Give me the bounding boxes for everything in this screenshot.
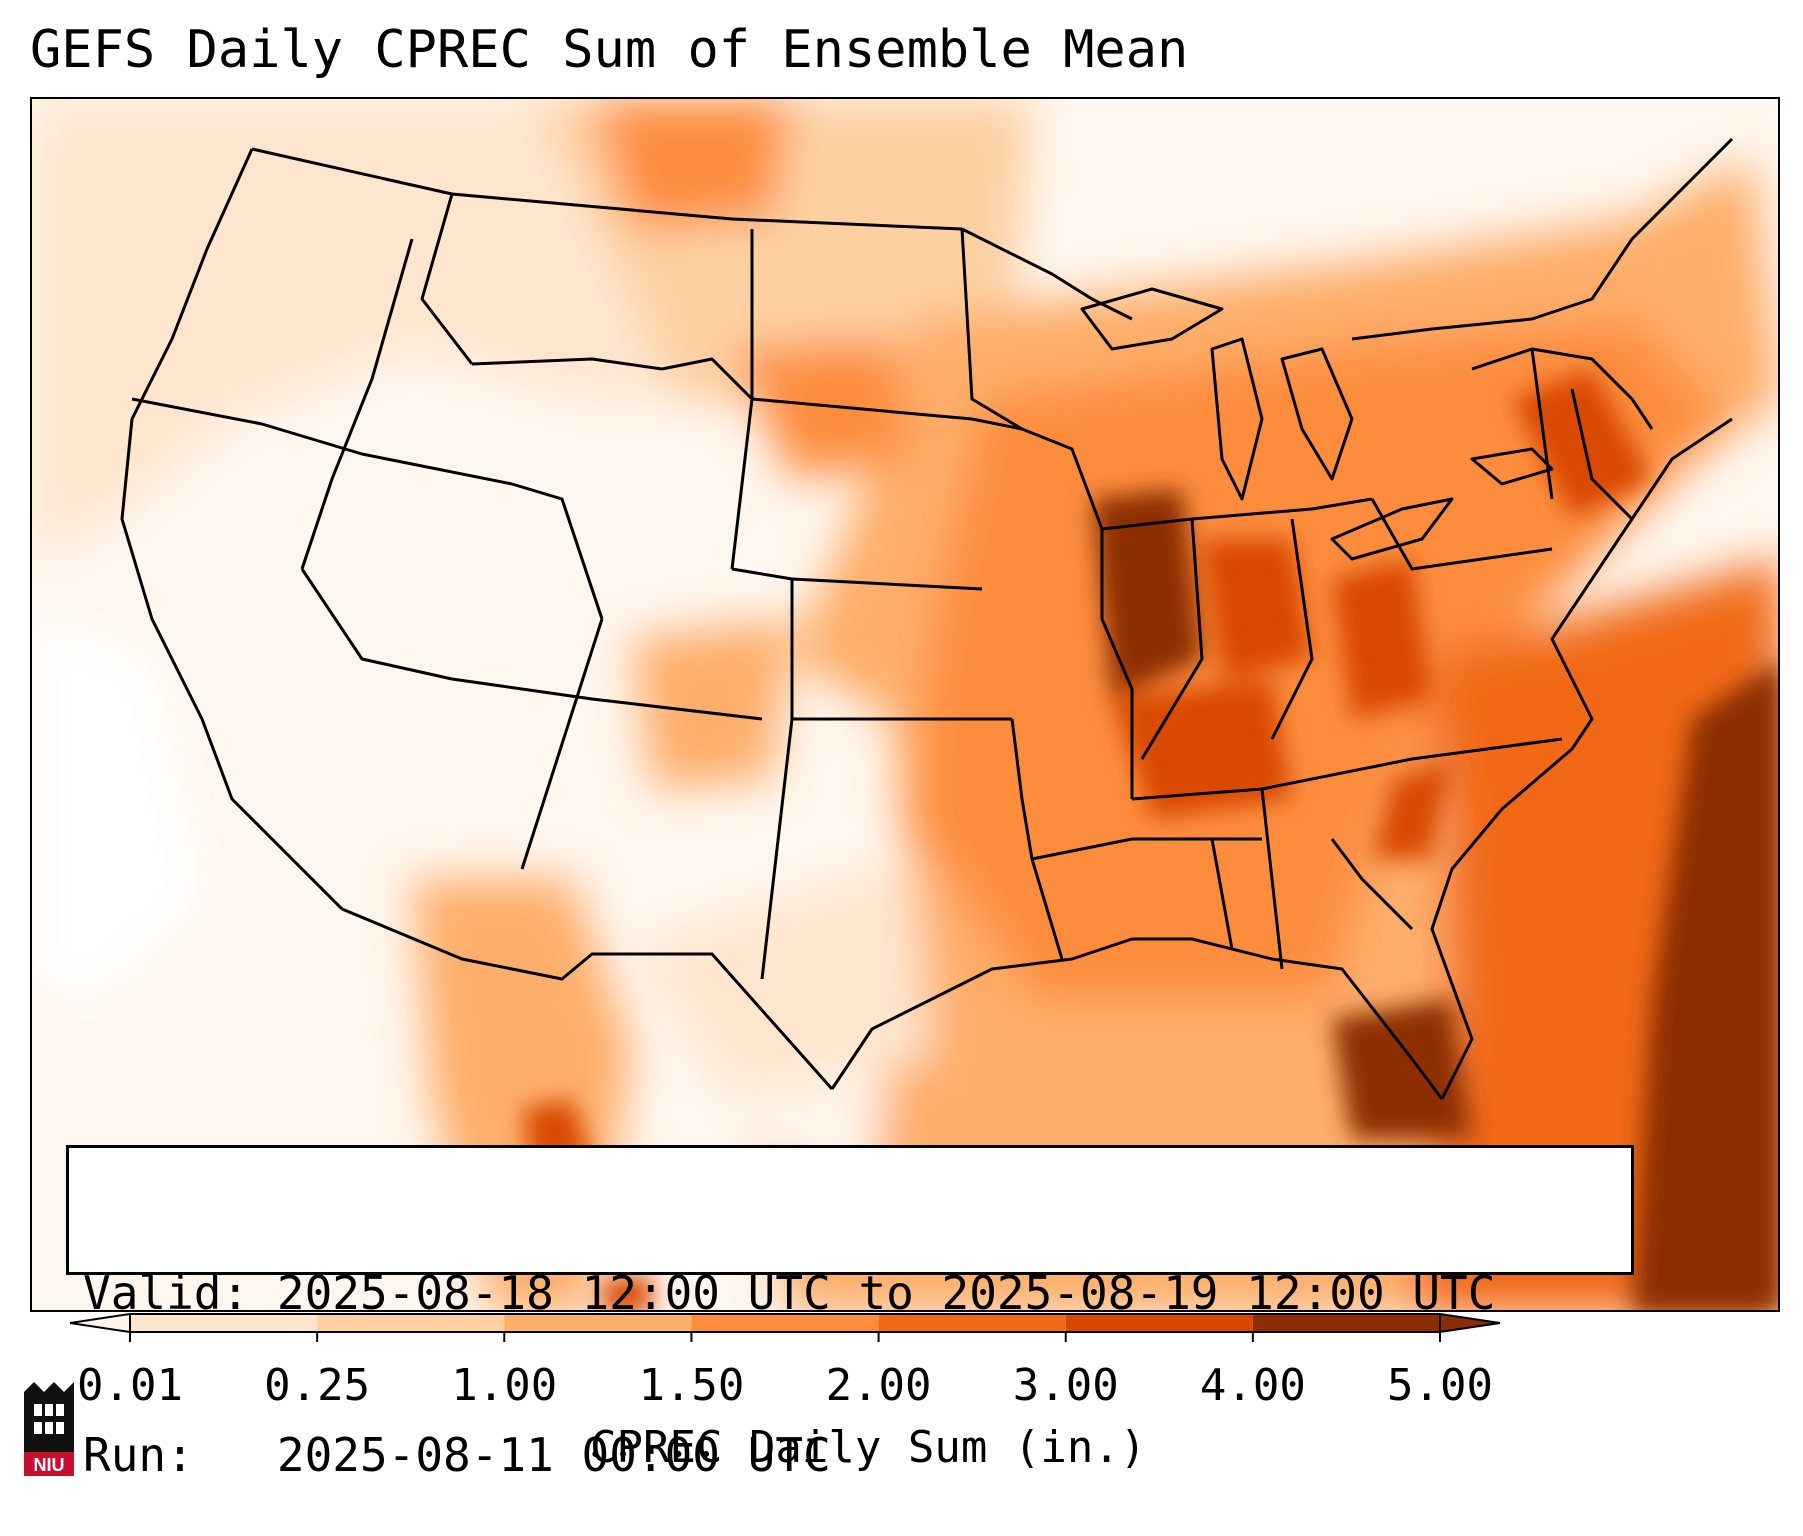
colorbar-outline <box>129 1313 1441 1333</box>
map-panel <box>30 97 1780 1312</box>
run-line: Run: 2025-08-11 00:00 UTC <box>83 1428 1617 1482</box>
niu-logo-icon: NIU <box>24 1382 74 1476</box>
colorbar-extend-min <box>70 1312 131 1334</box>
colorbar-tick-label: 5.00 <box>1387 1360 1493 1411</box>
colorbar-ticks <box>129 1332 1441 1342</box>
colorbar-segment <box>878 1314 1066 1332</box>
colorbar-tick-label: 0.25 <box>264 1360 371 1411</box>
colorbar-segment <box>1252 1314 1440 1332</box>
colorbar-tick-label: 1.50 <box>638 1360 745 1411</box>
precip-map <box>32 99 1778 1310</box>
colorbar-extend-max <box>1439 1312 1501 1334</box>
run-label: Run: <box>83 1428 194 1482</box>
colorbar-tick-label: 4.00 <box>1199 1360 1306 1411</box>
colorbar-segment <box>1065 1314 1253 1332</box>
run-value: 2025-08-11 00:00 UTC <box>276 1428 831 1482</box>
colorbar <box>70 1312 1501 1342</box>
valid-run-info-box: Valid: 2025-08-18 12:00 UTC to 2025-08-1… <box>66 1145 1634 1482</box>
colorbar-label: CPREC Daily Sum (in.) <box>590 1422 1147 1473</box>
valid-value: 2025-08-18 12:00 UTC to 2025-08-19 12:00… <box>276 1266 1496 1320</box>
colorbar-segments <box>70 1312 1501 1334</box>
colorbar-tick-label: 3.00 <box>1012 1360 1119 1411</box>
state-boundaries <box>120 137 1734 1100</box>
colorbar-segment <box>691 1314 879 1332</box>
precip-field <box>32 99 1778 1310</box>
colorbar-tick-label: 0.01 <box>77 1360 183 1411</box>
colorbar-segment <box>130 1314 318 1332</box>
colorbar-tick-label: 1.00 <box>451 1360 558 1411</box>
valid-line: Valid: 2025-08-18 12:00 UTC to 2025-08-1… <box>83 1266 1617 1320</box>
chart-title: GEFS Daily CPREC Sum of Ensemble Mean <box>30 20 1189 80</box>
colorbar-segment <box>504 1314 692 1332</box>
valid-label: Valid: <box>83 1266 250 1320</box>
colorbar-tick-label: 2.00 <box>825 1360 932 1411</box>
logo-text: NIU <box>34 1455 65 1475</box>
colorbar-segment <box>317 1314 505 1332</box>
